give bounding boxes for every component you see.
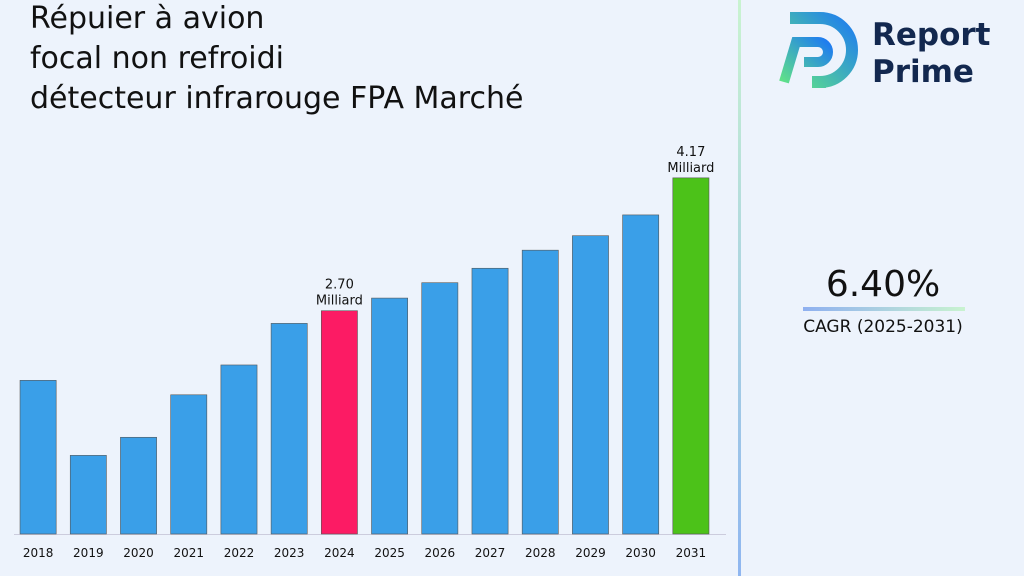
bar: [220, 364, 258, 535]
x-tick-label: 2018: [23, 546, 54, 560]
value-label-line: 4.17: [676, 145, 705, 160]
cagr-underline: [803, 307, 965, 311]
value-label: 2.70 Milliard: [316, 278, 363, 309]
cagr-label: CAGR (2025-2031): [803, 317, 963, 337]
x-tick-label: 2029: [575, 546, 606, 560]
bar: [321, 310, 358, 535]
bar: [371, 297, 408, 535]
x-tick-label: 2024: [324, 546, 355, 560]
logo: Report Prime: [779, 12, 991, 90]
x-tick-label: 2023: [274, 546, 305, 560]
cagr-value: 6.40%: [826, 264, 940, 305]
value-label-line: 2.70: [325, 278, 354, 293]
logo-mark: [779, 37, 833, 84]
brand-name: Report: [872, 17, 991, 53]
chart-title: focal non refroidi: [30, 41, 284, 76]
logo-mark: [790, 12, 858, 88]
x-tick-label: 2028: [525, 546, 556, 560]
x-tick-label: 2019: [73, 546, 104, 560]
bar: [622, 214, 660, 535]
bar: [521, 249, 559, 535]
value-label-line: Milliard: [667, 161, 714, 176]
bar: [120, 436, 157, 535]
x-tick-label: 2030: [625, 546, 656, 560]
x-tick-label: 2027: [475, 546, 506, 560]
bar: [19, 380, 57, 535]
bar: [572, 235, 609, 535]
bar: [69, 455, 107, 535]
bar: [471, 267, 509, 535]
brand-name: Prime: [872, 54, 974, 90]
bar: [270, 323, 308, 535]
chart-title: détecteur infrarouge FPA Marché: [30, 81, 523, 116]
value-label-line: Milliard: [316, 294, 363, 309]
x-tick-label: 2025: [374, 546, 405, 560]
x-tick-label: 2021: [173, 546, 204, 560]
bar: [421, 282, 459, 535]
bar: [672, 177, 710, 535]
chart-title: Répuier à avion: [30, 1, 264, 36]
separator: [738, 0, 741, 576]
bar: [170, 394, 208, 535]
value-label: 4.17 Milliard: [667, 145, 714, 176]
x-tick-label: 2026: [425, 546, 456, 560]
x-tick-label: 2031: [676, 546, 707, 560]
x-tick-label: 2022: [224, 546, 255, 560]
x-tick-label: 2020: [123, 546, 154, 560]
